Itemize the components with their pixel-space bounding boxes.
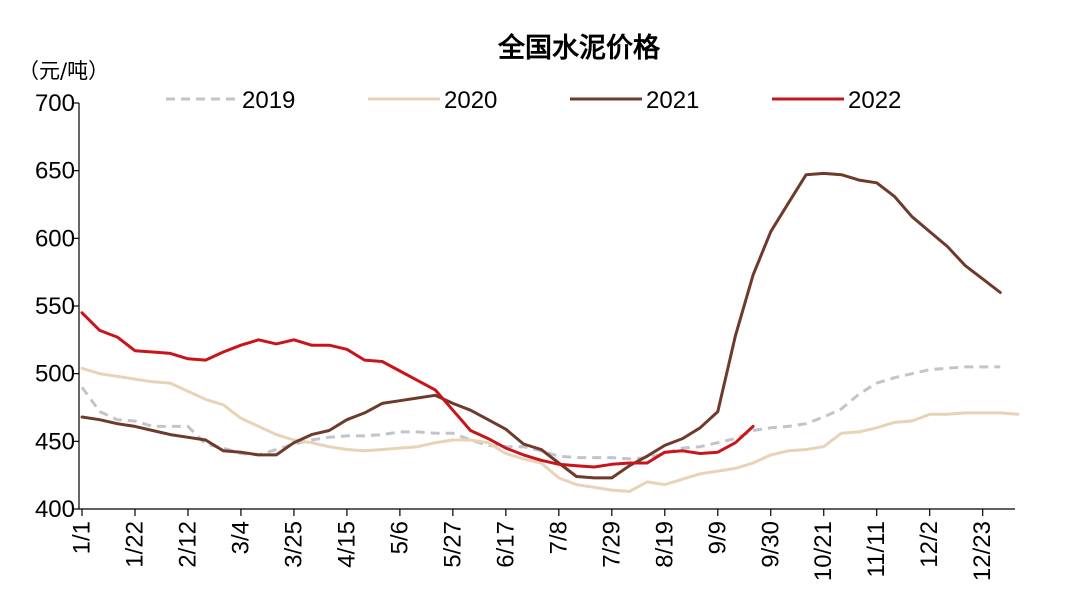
x-tick-label: 4/15 [333, 521, 360, 568]
y-tick-label: 550 [35, 293, 75, 320]
y-tick-label: 700 [35, 90, 75, 117]
x-tick-label: 7/29 [598, 521, 625, 568]
y-tick-label: 600 [35, 225, 75, 252]
x-tick-label: 5/6 [386, 521, 413, 554]
x-tick-label: 7/8 [545, 521, 572, 554]
plot-area [80, 171, 1020, 493]
chart-title: 全国水泥价格 [497, 32, 661, 64]
y-tick-label: 400 [35, 496, 75, 523]
x-tick-label: 12/23 [969, 521, 996, 581]
x-tick-label: 10/21 [810, 521, 837, 581]
x-tick-label: 2/12 [174, 521, 201, 568]
y-tick-label: 500 [35, 361, 75, 388]
x-tick-label: 5/27 [439, 521, 466, 568]
x-tick-label: 1/22 [121, 521, 148, 568]
legend-label-2019: 2019 [242, 87, 295, 114]
x-axis: 1/1 1/22 2/12 3/4 3/25 4/15 5/6 5/27 6/17 7/8 7/29… [69, 509, 996, 581]
x-tick-label: 12/2 [916, 521, 943, 568]
series-line-2022 [80, 311, 755, 469]
series-line-2019 [80, 365, 1001, 461]
y-tick-label: 650 [35, 158, 75, 185]
legend: 2019 2020 2021 2022 [166, 87, 901, 114]
x-tick-label: 9/9 [704, 521, 731, 554]
y-axis-unit-label: （元/吨） [18, 59, 109, 83]
series-line-2020 [80, 366, 1020, 493]
x-tick-label: 8/19 [651, 521, 678, 568]
x-tick-label: 6/17 [492, 521, 519, 568]
y-axis: 400 450 500 550 600 650 700 [35, 90, 79, 523]
y-tick-label: 450 [35, 428, 75, 455]
legend-label-2022: 2022 [848, 87, 901, 114]
legend-label-2020: 2020 [444, 87, 497, 114]
x-tick-label: 3/4 [227, 521, 254, 554]
series-line-2021 [80, 171, 1002, 480]
x-tick-label: 1/1 [69, 521, 96, 554]
x-tick-label: 9/30 [757, 521, 784, 568]
x-tick-label: 3/25 [280, 521, 307, 568]
legend-label-2021: 2021 [646, 87, 699, 114]
x-tick-label: 11/11 [863, 521, 890, 578]
